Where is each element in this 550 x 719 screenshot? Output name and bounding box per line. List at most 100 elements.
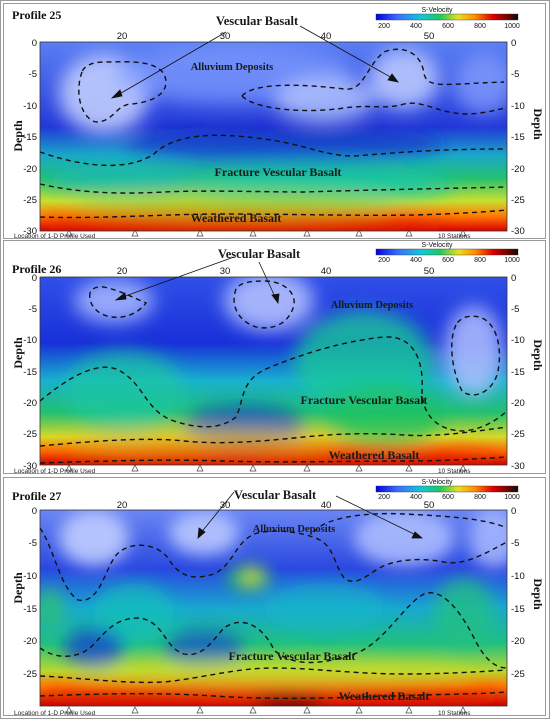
depth-axis-label-left: Depth bbox=[11, 120, 25, 152]
depth-tick: -20 bbox=[23, 636, 37, 647]
depth-tick: -15 bbox=[511, 604, 525, 615]
depth-tick: 0 bbox=[32, 273, 37, 284]
label-alluvium-deposits: Alluvium Deposits bbox=[191, 62, 274, 73]
depth-tick: 0 bbox=[511, 506, 516, 517]
depth-tick: 0 bbox=[32, 506, 37, 517]
depth-tick: -25 bbox=[23, 669, 37, 680]
profile-title: Profile 26 bbox=[12, 262, 61, 276]
left-depth-axis: 0 -5 -10 -15 -20 -25 -30 bbox=[23, 273, 37, 472]
depth-tick: -15 bbox=[511, 132, 525, 143]
label-weathered-basalt: Weathered Basalt bbox=[329, 448, 420, 462]
plot-frame bbox=[39, 276, 508, 466]
x-tick: 40 bbox=[321, 266, 332, 277]
plot-frame bbox=[39, 41, 508, 232]
legend-tick: 600 bbox=[442, 257, 454, 264]
depth-tick: -10 bbox=[23, 335, 37, 346]
x-tick: 50 bbox=[424, 31, 435, 42]
label-fracture-vescular-basalt: Fracture Vescular Basalt bbox=[229, 649, 356, 663]
profile-title: Profile 25 bbox=[12, 8, 61, 22]
legend-tick: 800 bbox=[474, 494, 486, 501]
footer-stations: 10 Stations bbox=[438, 468, 471, 475]
legend-tick: 800 bbox=[474, 257, 486, 264]
depth-tick: -20 bbox=[23, 398, 37, 409]
label-vescular-basalt: Vescular Basalt bbox=[216, 14, 299, 28]
depth-tick: -30 bbox=[511, 461, 525, 472]
velocity-legend: S-Velocity 200 400 600 800 1000 bbox=[375, 7, 520, 30]
depth-tick: -15 bbox=[23, 367, 37, 378]
legend-title: S-Velocity bbox=[421, 242, 453, 249]
x-tick: 30 bbox=[220, 266, 231, 277]
velocity-field bbox=[40, 42, 507, 231]
left-depth-axis: 0 -5 -10 -15 -20 -25 -30 bbox=[23, 38, 37, 237]
boundary-lines bbox=[39, 280, 508, 464]
depth-tick: 0 bbox=[511, 38, 516, 49]
legend-tick: 400 bbox=[410, 23, 422, 30]
depth-tick: -5 bbox=[511, 538, 519, 549]
legend-tick: 200 bbox=[378, 494, 390, 501]
label-weathered-basalt: Weathered Basalt bbox=[339, 689, 430, 703]
velocity-field bbox=[40, 510, 507, 706]
legend-colorbar bbox=[375, 248, 519, 256]
depth-axis-label-right: Depth bbox=[531, 108, 545, 140]
legend-colorbar bbox=[375, 13, 519, 21]
legend-title: S-Velocity bbox=[421, 7, 453, 14]
boundary-lines bbox=[39, 48, 508, 219]
footer-location-note: Location of 1-D Profile Used bbox=[14, 233, 96, 240]
profile-26-panel: Profile 26 bbox=[3, 240, 546, 475]
velocity-field bbox=[40, 277, 507, 465]
legend-tick: 400 bbox=[410, 494, 422, 501]
depth-axis-label-left: Depth bbox=[11, 337, 25, 369]
boundary-lines bbox=[39, 512, 508, 700]
depth-axis-label-left: Depth bbox=[11, 572, 25, 604]
depth-tick: -5 bbox=[29, 304, 37, 315]
legend-colorbar bbox=[375, 485, 519, 493]
depth-tick: -15 bbox=[23, 604, 37, 615]
depth-tick: -5 bbox=[511, 69, 519, 80]
label-fracture-vescular-basalt: Fracture Vescular Basalt bbox=[215, 165, 342, 179]
profile-25-panel: Profile 25 bbox=[3, 3, 546, 240]
legend-tick: 600 bbox=[442, 23, 454, 30]
station-markers bbox=[65, 706, 467, 714]
legend-tick: 1000 bbox=[504, 23, 520, 30]
x-tick: 20 bbox=[117, 266, 128, 277]
depth-tick: -10 bbox=[511, 335, 525, 346]
plot-frame bbox=[39, 509, 508, 707]
label-arrows bbox=[197, 491, 424, 539]
depth-tick: -10 bbox=[23, 101, 37, 112]
profile-27-section: Profile 27 bbox=[11, 479, 545, 717]
depth-axis-label-right: Depth bbox=[531, 578, 545, 610]
velocity-legend: S-Velocity 200 400 600 800 1000 bbox=[375, 479, 520, 501]
depth-tick: -5 bbox=[29, 69, 37, 80]
label-alluvium-deposits: Alluvium Deposits bbox=[331, 300, 414, 311]
label-fracture-vescular-basalt: Fracture Vescular Basalt bbox=[301, 393, 428, 407]
right-depth-axis: 0 -5 -10 -15 -20 -25 -30 bbox=[511, 273, 525, 472]
depth-tick: -30 bbox=[23, 226, 37, 237]
profile-25-section: Profile 25 bbox=[11, 7, 545, 240]
x-tick: 40 bbox=[321, 500, 332, 511]
footer-stations: 10 Stations bbox=[438, 710, 471, 717]
depth-tick: -25 bbox=[511, 429, 525, 440]
velocity-legend: S-Velocity 200 400 600 800 1000 bbox=[375, 242, 520, 264]
depth-tick: -5 bbox=[29, 538, 37, 549]
x-tick: 20 bbox=[117, 31, 128, 42]
legend-tick: 200 bbox=[378, 23, 390, 30]
legend-tick: 800 bbox=[474, 23, 486, 30]
label-vescular-basalt: Vescular Basalt bbox=[234, 488, 317, 502]
left-depth-axis: 0 -5 -10 -15 -20 -25 bbox=[23, 506, 37, 680]
depth-axis-label-right: Depth bbox=[531, 339, 545, 371]
depth-tick: -25 bbox=[23, 195, 37, 206]
depth-tick: -15 bbox=[23, 132, 37, 143]
label-arrows bbox=[110, 25, 399, 99]
right-depth-axis: 0 -5 -10 -15 -20 -25 -30 bbox=[511, 38, 525, 237]
depth-tick: 0 bbox=[511, 273, 516, 284]
label-weathered-basalt: Weathered Basalt bbox=[191, 211, 282, 225]
legend-title: S-Velocity bbox=[421, 479, 453, 486]
depth-tick: -5 bbox=[511, 304, 519, 315]
profile-title: Profile 27 bbox=[12, 489, 61, 503]
legend-tick: 400 bbox=[410, 257, 422, 264]
profile-27-panel: Profile 27 bbox=[3, 477, 546, 717]
right-depth-axis: 0 -5 -10 -15 -20 -25 bbox=[511, 506, 525, 680]
depth-tick: -30 bbox=[23, 461, 37, 472]
depth-tick: -30 bbox=[511, 226, 525, 237]
x-tick: 40 bbox=[321, 31, 332, 42]
